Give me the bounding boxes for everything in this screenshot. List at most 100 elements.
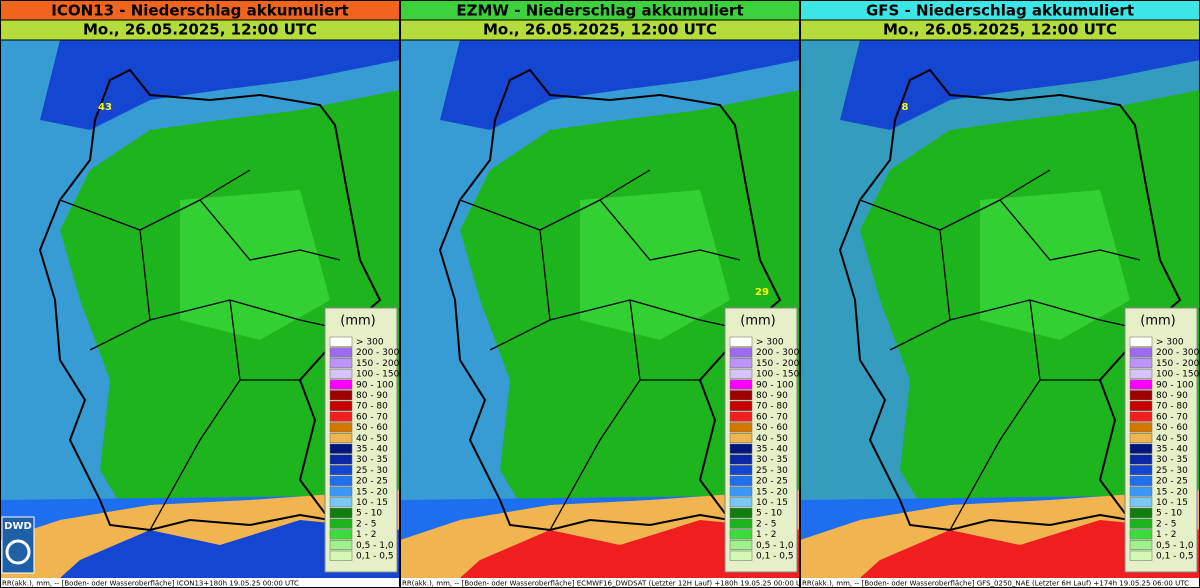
legend-label: 90 - 100 (356, 380, 394, 390)
legend-label: 30 - 35 (756, 455, 788, 465)
legend-swatch (329, 507, 353, 518)
legend-swatch (329, 379, 353, 390)
legend-swatch (729, 507, 753, 518)
legend-swatch (1129, 486, 1153, 497)
legend-swatch (1129, 422, 1153, 433)
legend-swatch (729, 529, 753, 540)
wet-west (0, 40, 400, 560)
legend-swatch (729, 550, 753, 561)
legend-swatch (729, 497, 753, 508)
legend-swatch (1129, 347, 1153, 358)
legend-label: 200 - 300 (356, 348, 400, 358)
legend-label: 70 - 80 (1156, 402, 1188, 412)
legend-swatch (329, 347, 353, 358)
legend-swatch (729, 433, 753, 444)
legend-label: 5 - 10 (356, 509, 382, 519)
map-annotation: 29 (755, 287, 769, 298)
legend-label: 80 - 90 (356, 391, 388, 401)
legend-label: 1 - 2 (356, 530, 376, 540)
legend-swatch (329, 465, 353, 476)
legend-swatch (329, 475, 353, 486)
legend-label: > 300 (756, 338, 784, 348)
legend-unit: (mm) (340, 314, 375, 329)
state-border (59, 169, 346, 531)
legend-label: 0,5 - 1,0 (1156, 541, 1194, 551)
legend-swatch (729, 379, 753, 390)
panel-title: ICON13 - Niederschlag akkumuliert (51, 2, 348, 20)
legend-label: 5 - 10 (756, 509, 782, 519)
heavy-core (460, 520, 800, 578)
legend-label: 15 - 20 (1156, 487, 1188, 497)
legend-swatch (329, 550, 353, 561)
legend-swatch (729, 443, 753, 454)
legend-swatch (329, 443, 353, 454)
border (38, 68, 382, 532)
footer-text: RR(akk.), mm, -- [Boden- oder Wasserober… (402, 580, 810, 588)
legend-swatch (329, 368, 353, 379)
legend-swatch (1129, 336, 1153, 347)
legend-label: 10 - 15 (1156, 498, 1188, 508)
legend-swatch (1129, 400, 1153, 411)
legend-label: 0,5 - 1,0 (756, 541, 794, 551)
legend-label: 30 - 35 (356, 455, 388, 465)
legend-label: 60 - 70 (356, 412, 388, 422)
legend-label: 40 - 50 (356, 434, 388, 444)
wet-north (840, 40, 1200, 130)
legend-label: 60 - 70 (756, 412, 788, 422)
heavy-core (60, 520, 400, 578)
legend-label: 100 - 150 (356, 370, 400, 380)
legend-unit: (mm) (740, 314, 775, 329)
footer-bar (0, 578, 400, 588)
legend-label: 50 - 60 (756, 423, 788, 433)
wet-west (400, 40, 800, 560)
legend-swatch (729, 390, 753, 401)
legend-swatch (1129, 507, 1153, 518)
legend-swatch (329, 486, 353, 497)
legend-label: 40 - 50 (1156, 434, 1188, 444)
wet-north (40, 40, 400, 130)
legend-label: 100 - 150 (1156, 370, 1200, 380)
legend-label: 80 - 90 (756, 391, 788, 401)
legend-swatch (1129, 529, 1153, 540)
legend-label: 30 - 35 (1156, 455, 1188, 465)
map: 29 (400, 40, 800, 578)
panel-title: EZMW - Niederschlag akkumuliert (456, 2, 743, 20)
legend-swatch (1129, 454, 1153, 465)
legend-label: 20 - 25 (356, 477, 388, 487)
legend-label: 40 - 50 (756, 434, 788, 444)
legend-label: 20 - 25 (1156, 477, 1188, 487)
legend-label: 2 - 5 (756, 519, 776, 529)
legend-swatch (729, 486, 753, 497)
legend-swatch (729, 336, 753, 347)
legend-swatch (1129, 540, 1153, 551)
legend-swatch (1129, 358, 1153, 369)
legend-label: 10 - 15 (756, 498, 788, 508)
legend-label: 100 - 150 (756, 370, 800, 380)
legend-swatch (329, 529, 353, 540)
legend-swatch (1129, 518, 1153, 529)
map-annotation: 43 (98, 102, 112, 113)
legend-label: 70 - 80 (756, 402, 788, 412)
legend-swatch (729, 358, 753, 369)
legend-label: 70 - 80 (356, 402, 388, 412)
legend-label: 0,1 - 0,5 (356, 552, 394, 562)
legend-label: 50 - 60 (1156, 423, 1188, 433)
legend-swatch (1129, 465, 1153, 476)
state-border (459, 169, 746, 531)
panel-title: GFS - Niederschlag akkumuliert (866, 2, 1134, 20)
legend-label: 1 - 2 (756, 530, 776, 540)
border (438, 68, 782, 532)
legend-swatch (729, 518, 753, 529)
legend-swatch (729, 454, 753, 465)
legend-swatch (1129, 443, 1153, 454)
legend-label: 15 - 20 (356, 487, 388, 497)
state-border (859, 169, 1146, 531)
legend-swatch (329, 411, 353, 422)
legend-label: 25 - 30 (1156, 466, 1188, 476)
legend-label: 2 - 5 (356, 519, 376, 529)
footer-text: RR(akk.), mm, -- [Boden- oder Wasserober… (802, 580, 1189, 588)
legend-label: 35 - 40 (756, 445, 788, 455)
legend-label: 200 - 300 (1156, 348, 1200, 358)
